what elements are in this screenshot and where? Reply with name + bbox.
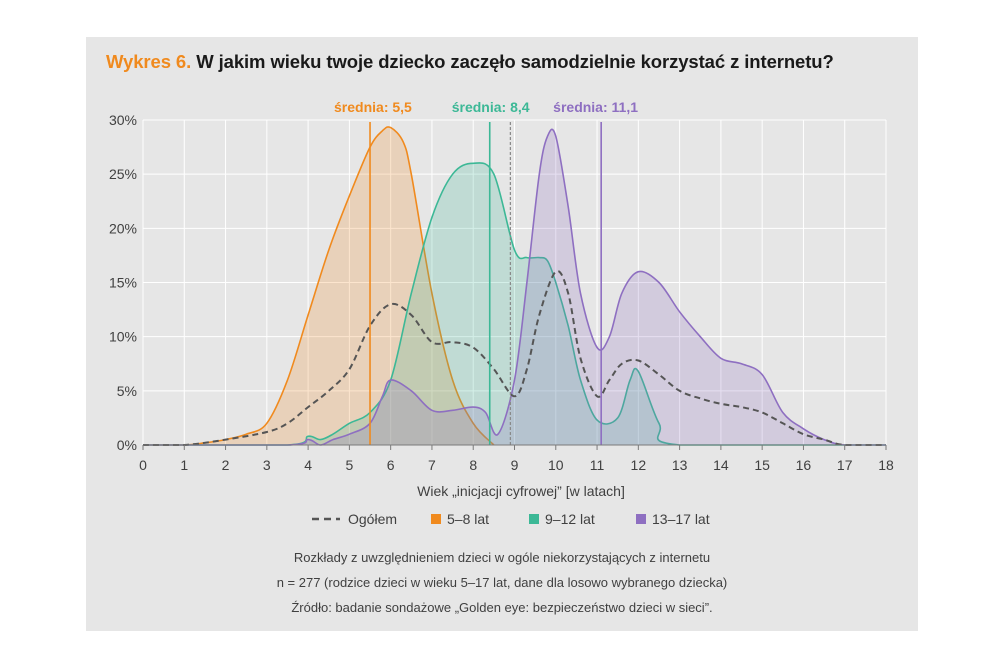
mean-lines: średnia: 5,5 średnia: 8,4 średnia: 11,1 bbox=[334, 99, 638, 445]
grid bbox=[142, 119, 887, 446]
note-line-3: Źródło: badanie sondażowe „Golden eye: b… bbox=[291, 600, 713, 615]
chart-question: W jakim wieku twoje dziecko zaczęło samo… bbox=[196, 51, 834, 72]
legend-swatch bbox=[529, 514, 539, 524]
legend-label: Ogółem bbox=[348, 511, 397, 527]
note-line-1: Rozkłady z uwzględnieniem dzieci w ogóle… bbox=[293, 550, 711, 565]
x-tick-label: 1 bbox=[180, 457, 188, 473]
series-line-total bbox=[143, 270, 886, 446]
x-tick-label: 17 bbox=[837, 457, 853, 473]
legend-label: 9–12 lat bbox=[545, 511, 595, 527]
legend-label: 5–8 lat bbox=[447, 511, 489, 527]
x-tick-label: 5 bbox=[345, 457, 353, 473]
series-layer bbox=[143, 126, 886, 446]
y-tick-label: 30% bbox=[109, 112, 137, 128]
x-tick-label: 16 bbox=[796, 457, 812, 473]
x-tick-label: 11 bbox=[590, 457, 605, 473]
series-area-13-17- bbox=[143, 129, 886, 446]
x-tick-label: 0 bbox=[139, 457, 147, 473]
x-tick-label: 12 bbox=[631, 457, 647, 473]
y-tick-label: 20% bbox=[109, 220, 137, 236]
x-tick-label: 4 bbox=[304, 457, 312, 473]
mean-label: średnia: 11,1 bbox=[553, 99, 638, 115]
note-line-2: n = 277 (rodzice dzieci w wieku 5–17 lat… bbox=[276, 575, 728, 590]
x-tick-label: 7 bbox=[428, 457, 436, 473]
x-tick-label: 10 bbox=[548, 457, 564, 473]
mean-label: średnia: 5,5 bbox=[334, 99, 412, 115]
legend-swatch bbox=[636, 514, 646, 524]
x-axis-title: Wiek „inicjacji cyfrowej” [w latach] bbox=[417, 483, 625, 499]
y-tick-label: 0% bbox=[117, 437, 137, 453]
x-tick-label: 8 bbox=[469, 457, 477, 473]
y-tick-label: 10% bbox=[109, 329, 137, 345]
mean-label: średnia: 8,4 bbox=[452, 99, 530, 115]
x-tick-label: 15 bbox=[754, 457, 770, 473]
x-tick-label: 9 bbox=[511, 457, 519, 473]
x-tick-label: 14 bbox=[713, 457, 729, 473]
y-tick-label: 5% bbox=[117, 383, 137, 399]
legend: Ogółem 5–8 lat 9–12 lat 13–17 lat bbox=[312, 511, 710, 527]
legend-label: 13–17 lat bbox=[652, 511, 710, 527]
chart-title: Wykres 6. W jakim wieku twoje dziecko za… bbox=[106, 51, 834, 73]
series-area-5-8- bbox=[143, 126, 494, 445]
series-line-13-17- bbox=[143, 128, 886, 446]
x-tick-label: 18 bbox=[878, 457, 894, 473]
x-tick-label: 13 bbox=[672, 457, 688, 473]
y-tick-label: 25% bbox=[109, 166, 137, 182]
legend-swatch bbox=[431, 514, 441, 524]
series-area-9-12- bbox=[143, 162, 886, 445]
x-tick-label: 3 bbox=[263, 457, 271, 473]
y-tick-label: 15% bbox=[109, 275, 137, 291]
chart-panel bbox=[86, 37, 918, 631]
series-line-9-12- bbox=[143, 162, 886, 446]
axes: 0 1 2 3 4 5 6 7 8 9 10 11 12 13 14 15 16 17 180%5%10%15%20… bbox=[109, 112, 894, 473]
x-tick-label: 2 bbox=[222, 457, 230, 473]
x-tick-label: 6 bbox=[387, 457, 395, 473]
chart-number: Wykres 6. bbox=[106, 51, 192, 72]
